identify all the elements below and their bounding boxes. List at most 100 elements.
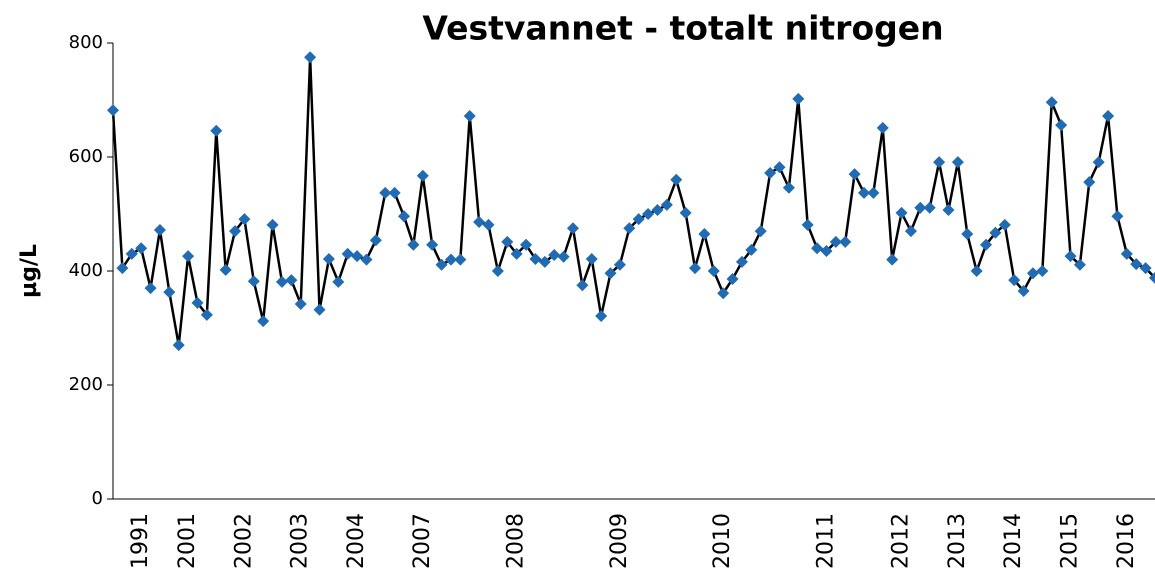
marker — [1026, 267, 1039, 280]
marker — [435, 258, 448, 271]
marker — [454, 253, 467, 266]
marker — [238, 213, 251, 226]
marker — [1130, 258, 1143, 271]
marker — [398, 210, 411, 223]
marker — [679, 206, 692, 219]
y-tick-label: 600 — [69, 146, 103, 167]
marker — [501, 235, 514, 248]
marker — [463, 109, 476, 122]
marker — [970, 265, 983, 277]
x-tick-label: 2003 — [288, 513, 313, 569]
marker — [839, 235, 852, 248]
marker — [933, 156, 946, 169]
marker — [322, 253, 335, 266]
y-tick-label: 200 — [69, 374, 103, 395]
marker — [1073, 258, 1086, 271]
x-tick-label: 2008 — [504, 513, 529, 569]
marker — [444, 253, 457, 266]
y-axis-label: µg/L — [17, 244, 42, 298]
marker — [135, 242, 148, 255]
marker — [144, 282, 157, 295]
marker — [782, 181, 795, 194]
x-tick-label: 2011 — [813, 513, 838, 569]
marker — [942, 204, 955, 217]
y-tick-label: 800 — [69, 32, 103, 53]
marker — [914, 201, 927, 214]
marker — [1036, 265, 1049, 277]
marker — [717, 287, 730, 300]
marker — [613, 258, 626, 271]
marker — [1102, 109, 1115, 122]
marker — [801, 218, 814, 231]
marker — [275, 275, 288, 288]
x-tick-label: 2002 — [231, 513, 256, 569]
marker — [764, 166, 777, 179]
marker — [172, 339, 185, 352]
marker — [754, 225, 767, 238]
marker — [651, 204, 664, 217]
x-tick-label: 2010 — [710, 513, 735, 569]
chart-title: Vestvannet - totalt nitrogen — [422, 9, 943, 48]
marker — [491, 265, 504, 277]
marker — [670, 173, 683, 186]
marker — [416, 169, 429, 182]
marker — [773, 161, 786, 174]
marker — [857, 186, 870, 199]
marker — [735, 255, 748, 268]
x-tick-label: 2001 — [175, 513, 200, 569]
marker — [904, 225, 917, 238]
marker — [360, 253, 373, 266]
marker — [369, 234, 382, 247]
marker — [538, 255, 551, 268]
y-tick-label: 400 — [69, 260, 103, 281]
marker — [1008, 274, 1021, 287]
marker — [1083, 176, 1096, 189]
marker — [304, 51, 317, 64]
marker — [116, 262, 129, 275]
x-tick-label: 2009 — [607, 513, 632, 569]
marker — [379, 186, 392, 199]
marker — [529, 253, 542, 266]
marker — [867, 186, 880, 199]
marker — [332, 275, 345, 288]
marker — [1017, 284, 1030, 297]
marker — [980, 238, 993, 251]
marker — [989, 226, 1002, 239]
marker — [1111, 210, 1124, 223]
marker — [520, 238, 533, 251]
marker — [660, 198, 673, 211]
x-tick-label: 2012 — [889, 513, 914, 569]
marker — [848, 168, 861, 181]
x-tick-label: 1991 — [128, 513, 153, 569]
marker — [548, 249, 561, 262]
marker — [210, 124, 223, 137]
marker — [473, 215, 486, 228]
marker — [895, 206, 908, 219]
marker — [125, 247, 138, 260]
marker — [1045, 96, 1058, 109]
marker — [1149, 271, 1155, 284]
marker — [153, 223, 166, 236]
marker — [510, 247, 523, 260]
marker — [792, 92, 805, 105]
marker — [482, 218, 495, 231]
marker — [886, 253, 899, 266]
marker — [341, 247, 354, 260]
marker — [266, 218, 279, 231]
marker — [182, 250, 195, 263]
marker — [1120, 247, 1133, 260]
x-tick-label: 2014 — [1001, 513, 1026, 569]
marker — [191, 296, 204, 309]
marker — [576, 279, 589, 292]
marker — [726, 272, 739, 285]
marker — [632, 213, 645, 226]
marker — [229, 225, 242, 238]
marker — [294, 298, 307, 311]
marker — [1092, 156, 1105, 169]
marker — [623, 222, 636, 235]
marker — [388, 186, 401, 199]
marker — [351, 250, 364, 263]
x-tick-label: 2004 — [344, 513, 369, 569]
data-line — [111, 57, 1155, 346]
